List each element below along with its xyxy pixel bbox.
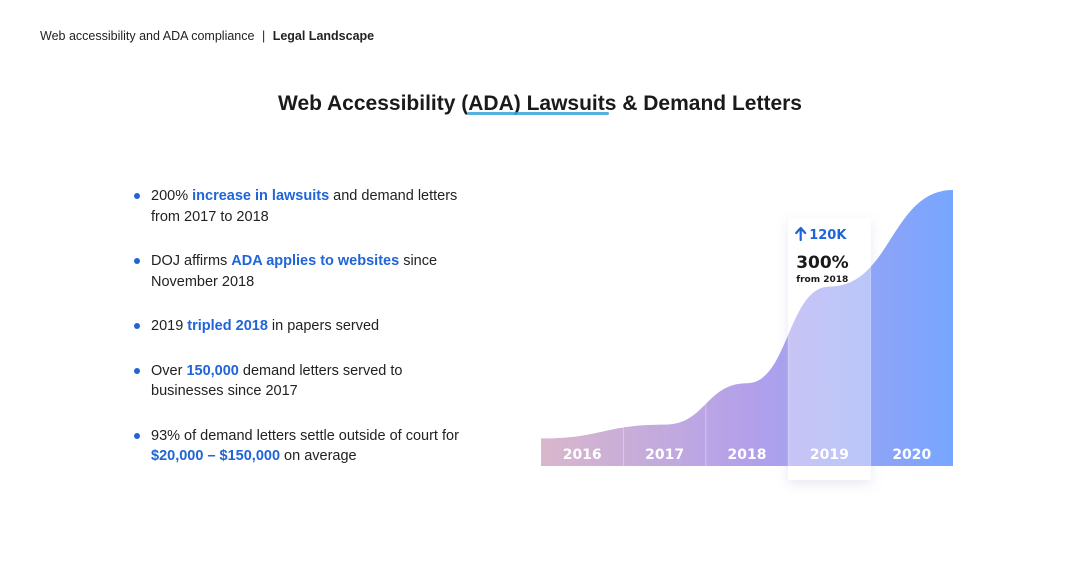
bullet-text: DOJ affirms (151, 253, 232, 269)
x-tick-label: 2019 (810, 447, 849, 463)
breadcrumb-separator: | (261, 29, 266, 43)
title-underline (467, 112, 609, 115)
bullet-highlight: ADA applies to websites (231, 253, 400, 269)
bullet-dot (134, 432, 140, 439)
bullet-highlight: $20,000 – $150,000 (151, 448, 281, 464)
callout-value: 120K (809, 228, 847, 243)
bullet-dot (134, 323, 140, 329)
bullet-highlight: 150,000 (186, 362, 239, 379)
bullet-highlight: tripled 2018 (187, 318, 268, 334)
bullet-dot (134, 367, 140, 374)
bullet-list: 200% increase in lawsuits and demand let… (134, 186, 464, 467)
bullet-dot (134, 193, 140, 199)
breadcrumb-page: Legal Landscape (272, 29, 375, 43)
bullet-text: and demand letters from 2017 to 2018 (151, 188, 458, 225)
lawsuits-area-chart: 2016 2017 2018 2019 2020 120K 300% from 2018 (541, 190, 953, 480)
breadcrumb: Web accessibility and ADA compliance | L… (40, 29, 374, 43)
x-tick-label: 2020 (892, 447, 931, 463)
x-tick-label: 2018 (728, 447, 767, 463)
bullet-text: 2019 (151, 318, 188, 334)
callout-percent: 300% (796, 253, 849, 273)
bullet-item: 93% of demand letters settle outside of … (134, 426, 464, 467)
x-tick-label: 2016 (563, 447, 602, 463)
area-series (541, 190, 953, 466)
x-tick-label: 2017 (645, 447, 684, 463)
bullet-dot (134, 258, 140, 264)
breadcrumb-section: Web accessibility and ADA compliance (40, 29, 255, 43)
bullet-item: 200% increase in lawsuits and demand let… (134, 186, 464, 227)
bullet-text: demand letters served to businesses sinc… (151, 362, 403, 400)
highlight-overlay-2019 (788, 218, 871, 466)
bullet-text: 93% of demand letters settle outside of … (151, 427, 459, 444)
bullet-text: in papers served (267, 318, 380, 334)
bullet-text: Over (151, 362, 187, 379)
bullet-highlight: increase in lawsuits (192, 188, 330, 204)
callout-sub: from 2018 (796, 275, 848, 285)
arrow-up-icon (795, 226, 807, 242)
bullet-item: 2019 tripled 2018 in papers served (134, 316, 464, 337)
page-title: Web Accessibility (ADA) Lawsuits & Deman… (278, 92, 802, 115)
bullet-item: Over 150,000 demand letters served to bu… (134, 361, 464, 402)
bullet-text: 200% (151, 188, 193, 204)
bullet-text: on average (280, 448, 357, 464)
bullet-item: DOJ affirms ADA applies to websites sinc… (134, 251, 464, 292)
bullet-text: since November 2018 (151, 253, 438, 290)
